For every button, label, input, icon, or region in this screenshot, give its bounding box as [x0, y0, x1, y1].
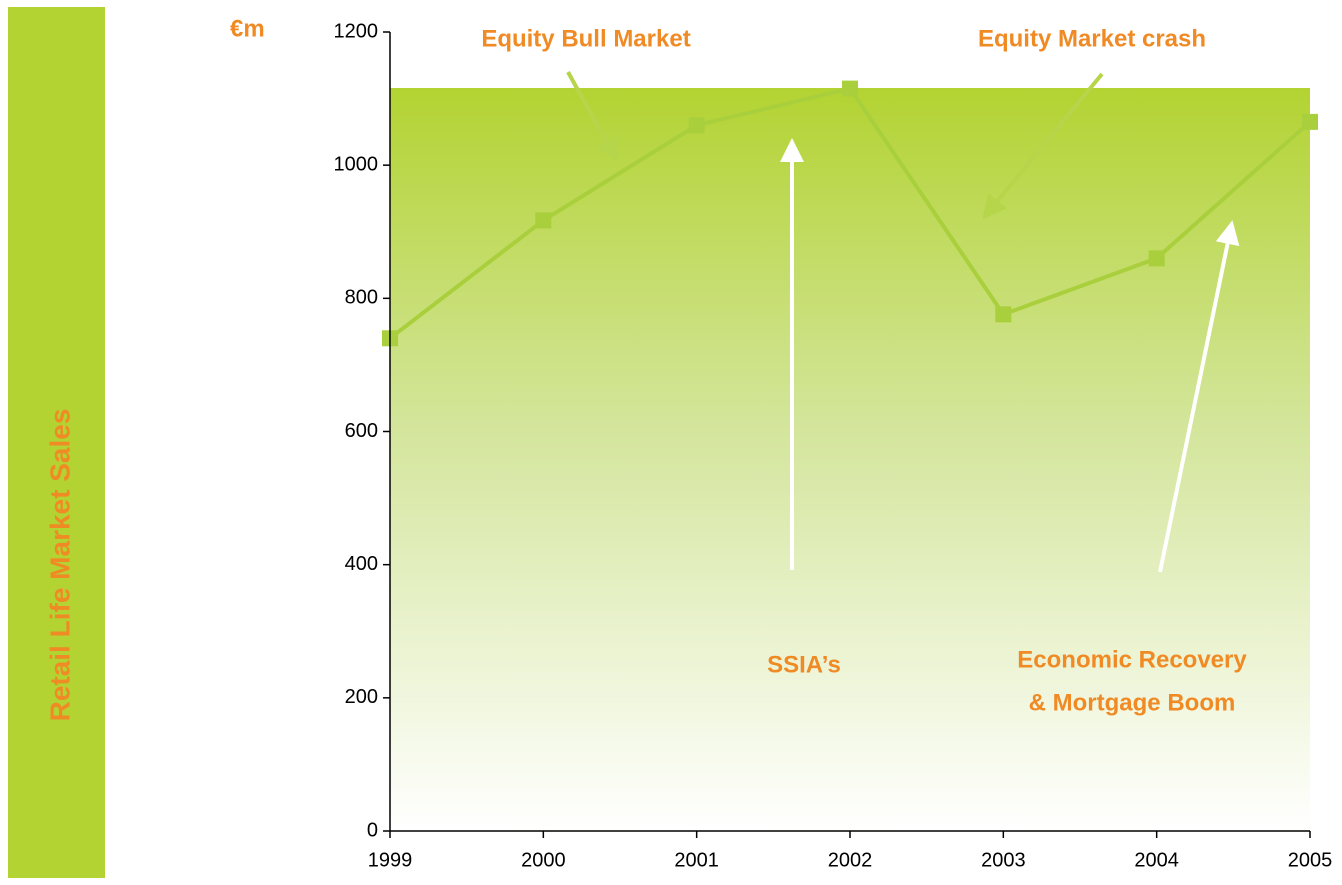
- y-tick-label: 800: [345, 287, 378, 309]
- marker: [995, 306, 1012, 323]
- annotation: Equity Market crash: [978, 25, 1206, 52]
- x-tick-label: 2003: [981, 849, 1026, 871]
- y-tick-label: 1200: [334, 20, 379, 42]
- x-tick-label: 2001: [674, 849, 719, 871]
- arrow: [982, 72, 1104, 220]
- marker: [1148, 250, 1165, 267]
- plot-background: [390, 88, 1310, 831]
- arrow: [566, 71, 618, 163]
- x-tick-label: 2002: [828, 849, 873, 871]
- arrow: [1158, 220, 1240, 573]
- x-tick-label: 2000: [521, 849, 566, 871]
- y-tick-label: 0: [367, 819, 378, 841]
- marker: [1302, 113, 1318, 130]
- y-tick-label: 1000: [334, 153, 379, 175]
- x-tick-label: 2005: [1288, 849, 1333, 871]
- annotation: Equity Bull Market: [481, 25, 690, 52]
- y-tick-label: 200: [345, 686, 378, 708]
- y-tick-label: 400: [345, 553, 378, 575]
- marker: [535, 212, 552, 229]
- side-label: Retail Life Market Sales: [44, 409, 75, 722]
- x-tick-label: 2004: [1134, 849, 1179, 871]
- unit-label: €m: [230, 15, 265, 42]
- annotation: & Mortgage Boom: [1029, 689, 1236, 716]
- x-tick-label: 1999: [368, 849, 413, 871]
- marker: [688, 117, 705, 134]
- annotation: Economic Recovery: [1017, 646, 1247, 673]
- annotation: SSIA’s: [767, 651, 841, 678]
- y-tick-label: 600: [345, 420, 378, 442]
- marker: [842, 80, 858, 97]
- side-bar: [8, 7, 105, 878]
